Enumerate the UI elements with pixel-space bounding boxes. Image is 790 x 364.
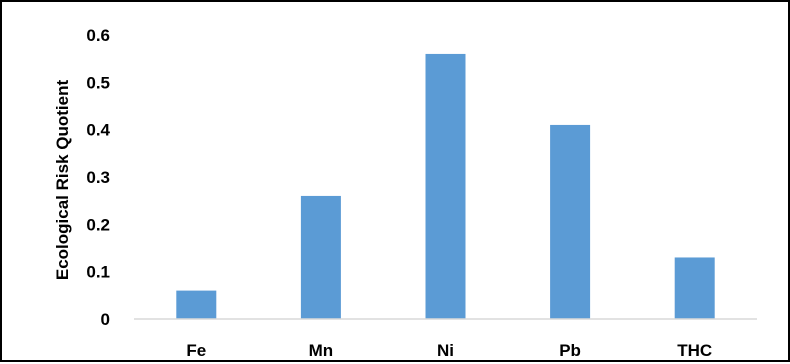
x-category-label: Fe: [186, 341, 206, 360]
x-category-label: Ni: [437, 341, 454, 360]
bar-mn: [300, 195, 341, 319]
y-tick-label: 0.6: [86, 26, 110, 45]
y-tick-label: 0.1: [86, 263, 110, 282]
y-tick-label: 0.2: [86, 215, 110, 234]
bar-pb: [550, 124, 591, 319]
y-tick-label: 0.5: [86, 73, 110, 92]
y-axis-title: Ecological Risk Quotient: [53, 80, 72, 281]
y-axis-ticks: 0 0.1 0.2 0.3 0.4 0.5 0.6: [86, 26, 110, 329]
x-category-label: Mn: [309, 341, 334, 360]
bar-thc: [674, 257, 715, 319]
y-tick-label: 0.4: [86, 121, 110, 140]
x-axis-category-labels: Fe Mn Ni Pb THC: [186, 341, 712, 360]
x-category-label: THC: [677, 341, 712, 360]
y-tick-label: 0.3: [86, 168, 110, 187]
y-tick-label: 0: [101, 310, 110, 329]
bar-fe: [176, 290, 217, 319]
bar-ni: [425, 53, 466, 319]
x-category-label: Pb: [559, 341, 581, 360]
bars: [176, 53, 715, 319]
